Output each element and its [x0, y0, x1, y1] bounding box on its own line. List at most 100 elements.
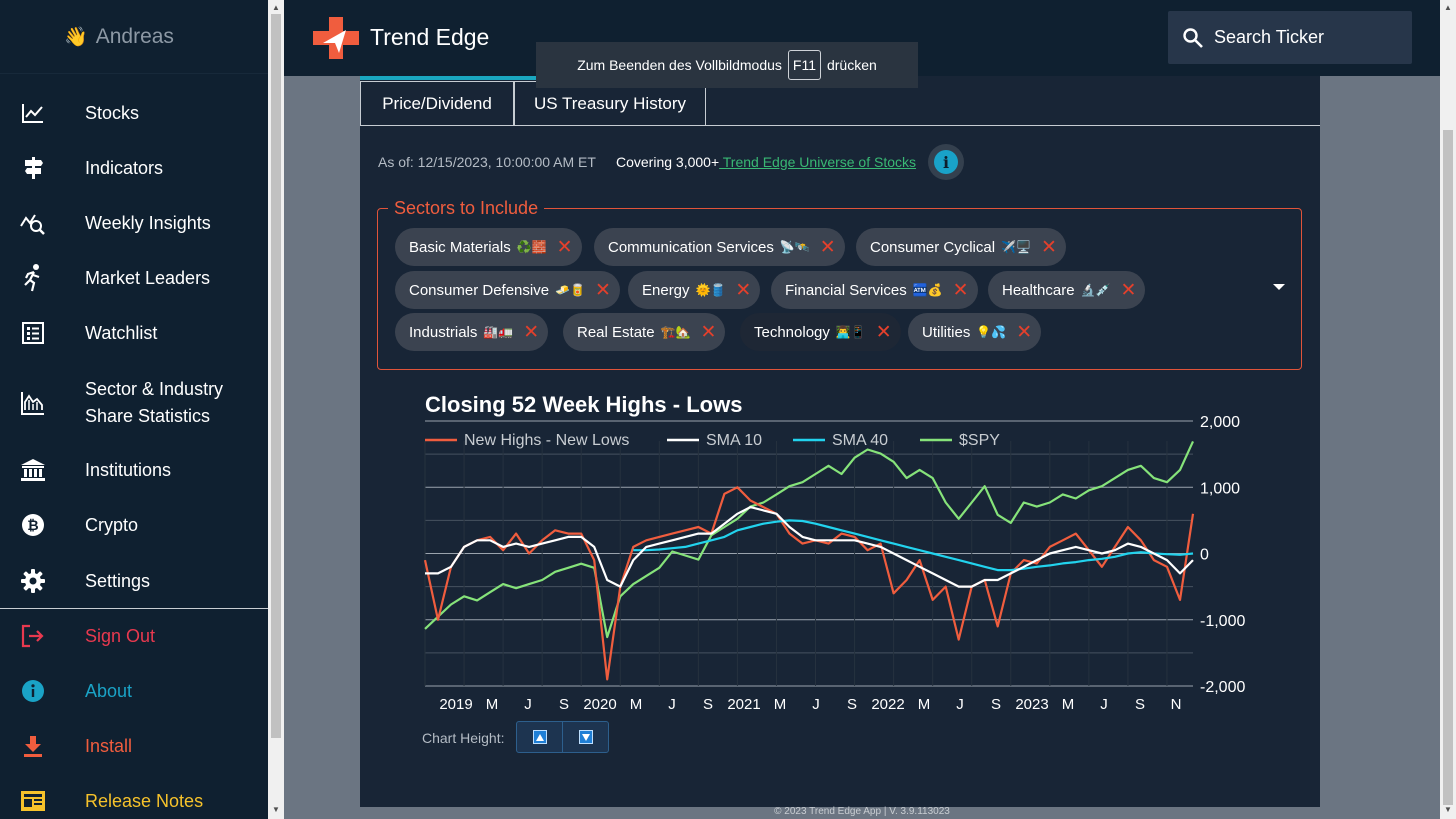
- x-axis-tick-label: 2023: [1015, 696, 1048, 713]
- remove-chip-icon[interactable]: ✕: [1120, 278, 1137, 301]
- x-axis-tick-label: J: [524, 696, 532, 713]
- chip-label: Utilities: [922, 323, 971, 341]
- scroll-down-arrow-icon[interactable]: ▼: [1444, 805, 1452, 814]
- nav-label: Watchlist: [85, 323, 158, 343]
- user-greeting: 👋 Andreas: [0, 0, 268, 74]
- runner-icon: [20, 264, 46, 292]
- sidebar-scroll-thumb[interactable]: [271, 14, 281, 738]
- wave-emoji: 👋: [64, 26, 88, 48]
- sector-chip-consumer-defensive[interactable]: Consumer Defensive 🧈🥫 ✕: [395, 271, 620, 309]
- chip-label: Healthcare: [1002, 281, 1075, 299]
- universe-link[interactable]: Trend Edge Universe of Stocks: [719, 154, 917, 170]
- sector-chip-technology[interactable]: Technology 👨‍💻📱 ✕: [740, 313, 901, 351]
- chart-height-increase-button[interactable]: [517, 722, 562, 752]
- remove-chip-icon[interactable]: ✕: [952, 278, 969, 301]
- sector-chip-healthcare[interactable]: Healthcare 🔬💉 ✕: [988, 271, 1146, 309]
- nav-indicators[interactable]: Indicators: [0, 155, 268, 181]
- toast-text-after: drücken: [826, 57, 877, 73]
- scroll-down-arrow-icon[interactable]: ▼: [272, 805, 280, 814]
- nav-stocks[interactable]: Stocks: [0, 100, 268, 126]
- nav-sector-industry-stats[interactable]: Sector & Industry Share Statistics: [0, 376, 268, 430]
- remove-chip-icon[interactable]: ✕: [556, 235, 573, 258]
- x-axis-tick-label: J: [812, 696, 820, 713]
- chip-label: Consumer Defensive: [409, 281, 550, 299]
- legend-label: New Highs - New Lows: [464, 432, 629, 449]
- nav-sign-out[interactable]: Sign Out: [0, 623, 268, 649]
- chip-emoji: 🧈🥫: [555, 283, 585, 297]
- sector-chip-energy[interactable]: Energy 🌞🛢️ ✕: [628, 271, 761, 309]
- sector-chip-industrials[interactable]: Industrials 🏭🚛 ✕: [395, 313, 549, 351]
- sidebar-scrollbar[interactable]: ▲ ▼: [268, 0, 284, 819]
- remove-chip-icon[interactable]: ✕: [594, 278, 611, 301]
- dropdown-caret-icon[interactable]: [1273, 284, 1285, 290]
- y-axis-tick-label: -1,000: [1200, 613, 1245, 630]
- chip-label: Basic Materials: [409, 238, 511, 256]
- sectors-filter[interactable]: Sectors to Include Basic Materials ♻️🧱 ✕ C…: [377, 198, 1302, 370]
- sector-chip-utilities[interactable]: Utilities 💡💦 ✕: [908, 313, 1042, 351]
- x-axis-tick-label: S: [847, 696, 857, 713]
- nav-about[interactable]: About: [0, 678, 268, 704]
- search-ticker-button[interactable]: Search Ticker: [1168, 11, 1412, 64]
- x-axis-tick-label: S: [559, 696, 569, 713]
- legend-label: $SPY: [959, 432, 1000, 449]
- arrow-up-icon: [532, 730, 547, 744]
- tab-label: US Treasury History: [533, 94, 687, 113]
- scroll-up-arrow-icon[interactable]: ▲: [1444, 3, 1452, 12]
- remove-chip-icon[interactable]: ✕: [700, 320, 717, 343]
- sector-chip-consumer-cyclical[interactable]: Consumer Cyclical ✈️🖥️ ✕: [856, 228, 1066, 266]
- sector-chip-real-estate[interactable]: Real Estate 🏗️🏡 ✕: [563, 313, 726, 351]
- x-axis-tick-label: 2020: [583, 696, 616, 713]
- nav-institutions[interactable]: Institutions: [0, 457, 268, 483]
- sign-out-icon: [20, 623, 46, 649]
- remove-chip-icon[interactable]: ✕: [523, 320, 540, 343]
- remove-chip-icon[interactable]: ✕: [1016, 320, 1033, 343]
- x-axis-tick-label: M: [918, 696, 931, 713]
- chart-height-label: Chart Height:: [422, 730, 505, 746]
- x-axis-tick-label: 2021: [727, 696, 760, 713]
- svg-text:₿: ₿: [27, 518, 38, 534]
- toast-text-before: Zum Beenden des Vollbildmodus: [577, 57, 782, 73]
- nav-install[interactable]: Install: [0, 733, 268, 759]
- coverage-text: Covering 3,000+ Trend Edge Universe of S…: [616, 154, 916, 170]
- nav-watchlist[interactable]: Watchlist: [0, 320, 268, 346]
- x-axis-tick-label: 2019: [439, 696, 472, 713]
- sector-chip-basic-materials[interactable]: Basic Materials ♻️🧱 ✕: [395, 228, 582, 266]
- active-tab-indicator: [360, 76, 615, 80]
- list-box-icon: [20, 320, 46, 346]
- nav-market-leaders[interactable]: Market Leaders: [0, 264, 268, 292]
- brand-logo-icon[interactable]: [313, 17, 359, 59]
- nav-settings[interactable]: Settings: [0, 568, 268, 594]
- series-line: [424, 440, 1195, 639]
- nav-label: Install: [85, 736, 133, 756]
- info-button[interactable]: i: [928, 144, 964, 180]
- chart-height-decrease-button[interactable]: [562, 722, 608, 752]
- user-name: Andreas: [95, 24, 174, 48]
- chip-emoji: 👨‍💻📱: [835, 325, 866, 339]
- page-scrollbar[interactable]: ▲ ▼: [1440, 0, 1456, 819]
- chip-emoji: 📡🛰️: [779, 240, 810, 254]
- brand-name[interactable]: Trend Edge: [370, 24, 490, 50]
- sector-chip-communication-services[interactable]: Communication Services 📡🛰️ ✕: [594, 228, 845, 266]
- sector-chip-financial-services[interactable]: Financial Services 🏧💰 ✕: [771, 271, 978, 309]
- nav-weekly-insights[interactable]: Weekly Insights: [0, 210, 268, 236]
- remove-chip-icon[interactable]: ✕: [819, 235, 836, 258]
- legend-label: SMA 10: [706, 432, 762, 449]
- y-axis-tick-label: 2,000: [1200, 414, 1240, 431]
- series-line: [425, 506, 1194, 588]
- signpost-icon: [20, 155, 46, 181]
- remove-chip-icon[interactable]: ✕: [735, 278, 752, 301]
- chip-label: Consumer Cyclical: [870, 238, 996, 256]
- nav-crypto[interactable]: ₿ Crypto: [0, 512, 268, 538]
- x-axis-tick-label: J: [956, 696, 964, 713]
- tab-price-dividend[interactable]: Price/Dividend: [360, 81, 514, 126]
- remove-chip-icon[interactable]: ✕: [1040, 235, 1057, 258]
- scroll-up-arrow-icon[interactable]: ▲: [272, 3, 280, 12]
- series-line: [423, 486, 1195, 681]
- page-scroll-thumb[interactable]: [1443, 130, 1453, 805]
- x-axis-tick-label: S: [991, 696, 1001, 713]
- nav-release-notes[interactable]: Release Notes: [0, 788, 268, 814]
- info-icon: i: [934, 150, 958, 174]
- x-axis-tick-label: N: [1171, 696, 1182, 713]
- nav-label: Sign Out: [85, 626, 156, 646]
- remove-chip-icon[interactable]: ✕: [875, 320, 892, 343]
